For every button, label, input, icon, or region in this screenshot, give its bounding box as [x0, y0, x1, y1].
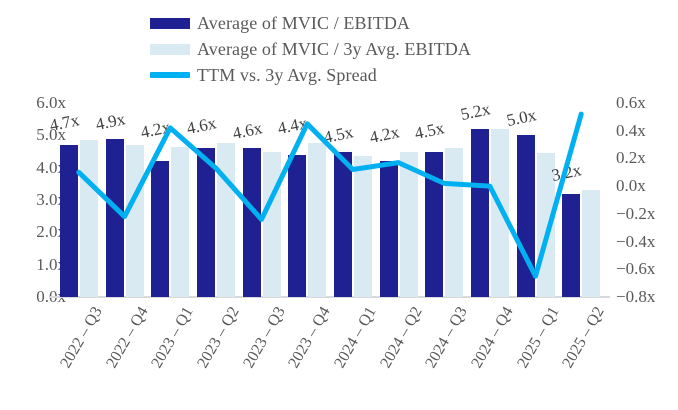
x-axis-tick-label: 2023 – Q3	[239, 304, 289, 372]
bar-mvic-3y-avg-ebitda[interactable]	[171, 146, 190, 297]
left-axis-tick: 1.0x	[36, 254, 66, 274]
x-axis-tick-label: 2022 – Q4	[102, 304, 152, 372]
x-axis-tick-label: 2024 – Q3	[422, 304, 471, 372]
bar-mvic-ebitda[interactable]	[288, 154, 307, 297]
left-axis-tick: 2.0x	[36, 222, 66, 242]
right-axis-tick: 0.4x	[616, 120, 646, 140]
bar-mvic-ebitda[interactable]	[516, 135, 535, 297]
legend-swatch-icon-line	[150, 72, 190, 78]
bar-group	[562, 103, 601, 297]
legend-label-line: TTM vs. 3y Avg. Spread	[197, 64, 377, 85]
legend-swatch-icon-primary	[150, 17, 190, 29]
bar-mvic-3y-avg-ebitda[interactable]	[399, 151, 418, 297]
bar-mvic-ebitda[interactable]	[425, 151, 444, 297]
bar-mvic-ebitda[interactable]	[59, 145, 78, 297]
bar-mvic-3y-avg-ebitda[interactable]	[582, 190, 601, 297]
bar-mvic-3y-avg-ebitda[interactable]	[490, 128, 509, 297]
bar-mvic-ebitda[interactable]	[196, 148, 215, 297]
left-axis-tick: 5.0x	[36, 125, 66, 145]
legend-label-primary: Average of MVIC / EBITDA	[197, 12, 411, 33]
bar-group	[470, 103, 509, 297]
x-axis-tick-label: 2023 – Q4	[285, 304, 334, 372]
right-axis-tick: 0.0x	[616, 176, 646, 196]
left-axis-tick: 6.0x	[36, 93, 66, 112]
left-axis-tick: 4.0x	[36, 157, 66, 177]
bar-mvic-3y-avg-ebitda[interactable]	[125, 145, 144, 297]
bar-mvic-ebitda[interactable]	[562, 193, 581, 297]
x-axis-tick-label: 2024 – Q1	[331, 304, 380, 372]
right-axis-tick: 0.2x	[616, 148, 646, 168]
legend-item-average-mvic-ebitda[interactable]: Average of MVIC / EBITDA	[150, 10, 570, 36]
bar-mvic-ebitda[interactable]	[151, 161, 170, 297]
bar-mvic-ebitda[interactable]	[379, 161, 398, 297]
bar-mvic-3y-avg-ebitda[interactable]	[308, 143, 327, 297]
x-axis-tick-label: 2024 – Q4	[468, 304, 517, 372]
x-axis-tick-label: 2025 – Q1	[513, 304, 563, 372]
bar-mvic-3y-avg-ebitda[interactable]	[216, 143, 235, 297]
bar-mvic-ebitda[interactable]	[470, 128, 489, 297]
bar-mvic-3y-avg-ebitda[interactable]	[445, 148, 464, 297]
right-axis-tick: 0.6x	[616, 93, 646, 112]
right-axis-tick: −0.8x	[616, 287, 656, 306]
left-axis-tick: 3.0x	[36, 190, 66, 209]
axis-baseline	[50, 296, 610, 298]
legend-label-secondary: Average of MVIC / 3y Avg. EBITDA	[197, 38, 471, 59]
legend-swatch-icon-secondary	[150, 43, 190, 55]
bar-group	[516, 103, 555, 297]
legend-item-ttm-vs-3y-avg-spread[interactable]: TTM vs. 3y Avg. Spread	[150, 62, 570, 88]
bar-mvic-ebitda[interactable]	[333, 151, 352, 297]
right-axis-tick: −0.4x	[616, 231, 656, 251]
x-axis-tick-label: 2023 – Q2	[194, 304, 243, 372]
legend-item-average-mvic-3y-avg-ebitda[interactable]: Average of MVIC / 3y Avg. EBITDA	[150, 36, 570, 62]
bar-mvic-ebitda[interactable]	[105, 138, 124, 297]
bar-mvic-3y-avg-ebitda[interactable]	[262, 151, 281, 297]
bar-mvic-ebitda[interactable]	[242, 148, 261, 297]
x-axis-labels: 2022 – Q3 2022 – Q4 2023 – Q1 2023 – Q2 2023…	[56, 300, 608, 408]
x-axis-tick-label: 2023 – Q1	[148, 304, 197, 372]
bar-mvic-3y-avg-ebitda[interactable]	[353, 156, 372, 297]
x-axis-tick-label: 2024 – Q2	[376, 304, 426, 372]
x-axis-tick-label: 2025 – Q2	[559, 304, 608, 372]
plot-area: 4.7x 4.9x 4.2x 4.6x 4.6x 4.4x 4.5x 4.2x 4.5x 5.2x…	[48, 99, 604, 297]
chart-legend: Average of MVIC / EBITDA Average of MVIC…	[150, 10, 570, 88]
right-axis-tick: −0.2x	[616, 203, 656, 223]
right-axis-tick: −0.6x	[616, 259, 656, 279]
x-axis-tick-label: 2022 – Q3	[57, 304, 106, 372]
bar-mvic-3y-avg-ebitda[interactable]	[79, 140, 98, 297]
